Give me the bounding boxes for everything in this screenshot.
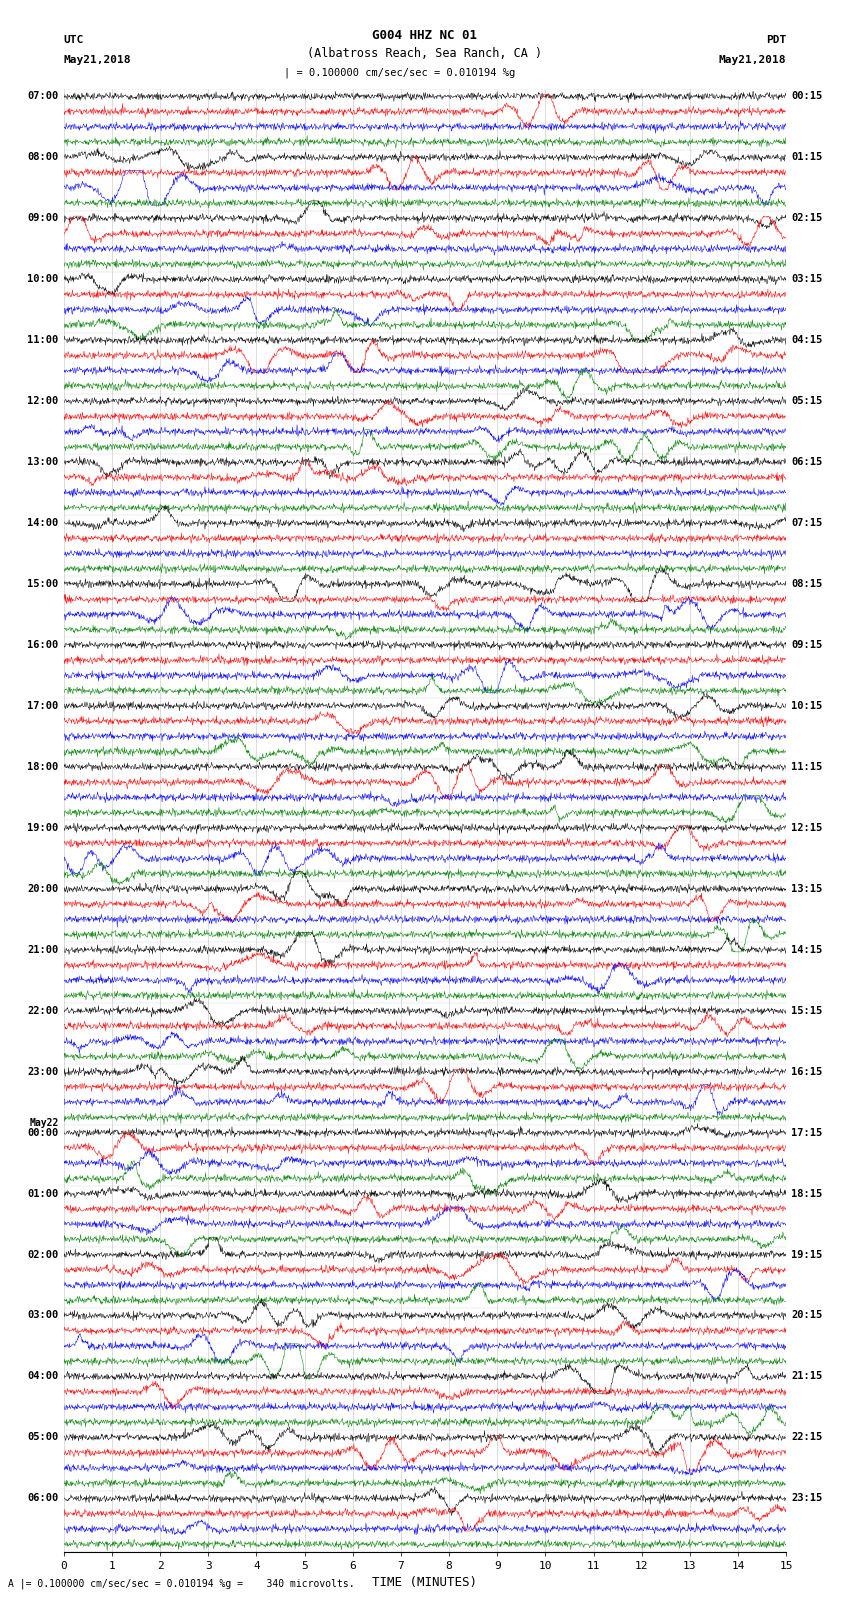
Text: 10:15: 10:15: [791, 702, 823, 711]
Text: 02:00: 02:00: [27, 1250, 59, 1260]
X-axis label: TIME (MINUTES): TIME (MINUTES): [372, 1576, 478, 1589]
Text: 22:15: 22:15: [791, 1432, 823, 1442]
Text: 17:00: 17:00: [27, 702, 59, 711]
Text: 19:00: 19:00: [27, 823, 59, 832]
Text: 16:00: 16:00: [27, 640, 59, 650]
Text: 12:00: 12:00: [27, 397, 59, 406]
Text: UTC: UTC: [64, 35, 84, 45]
Text: 02:15: 02:15: [791, 213, 823, 223]
Text: 21:00: 21:00: [27, 945, 59, 955]
Text: 08:15: 08:15: [791, 579, 823, 589]
Text: 04:15: 04:15: [791, 336, 823, 345]
Text: 14:00: 14:00: [27, 518, 59, 527]
Text: 04:00: 04:00: [27, 1371, 59, 1381]
Text: | = 0.100000 cm/sec/sec = 0.010194 %g: | = 0.100000 cm/sec/sec = 0.010194 %g: [284, 68, 515, 77]
Text: 13:15: 13:15: [791, 884, 823, 894]
Text: 20:15: 20:15: [791, 1310, 823, 1321]
Text: 20:00: 20:00: [27, 884, 59, 894]
Text: 09:00: 09:00: [27, 213, 59, 223]
Text: 10:00: 10:00: [27, 274, 59, 284]
Text: 15:00: 15:00: [27, 579, 59, 589]
Text: 18:00: 18:00: [27, 761, 59, 773]
Text: 06:15: 06:15: [791, 456, 823, 468]
Text: 01:00: 01:00: [27, 1189, 59, 1198]
Text: May21,2018: May21,2018: [64, 55, 131, 65]
Text: 19:15: 19:15: [791, 1250, 823, 1260]
Text: 07:00: 07:00: [27, 92, 59, 102]
Text: 17:15: 17:15: [791, 1127, 823, 1137]
Text: 22:00: 22:00: [27, 1005, 59, 1016]
Text: (Albatross Reach, Sea Ranch, CA ): (Albatross Reach, Sea Ranch, CA ): [308, 47, 542, 60]
Text: A |= 0.100000 cm/sec/sec = 0.010194 %g =    340 microvolts.: A |= 0.100000 cm/sec/sec = 0.010194 %g =…: [8, 1579, 355, 1589]
Text: May22: May22: [29, 1118, 59, 1127]
Text: 12:15: 12:15: [791, 823, 823, 832]
Text: 03:15: 03:15: [791, 274, 823, 284]
Text: May21,2018: May21,2018: [719, 55, 786, 65]
Text: 00:15: 00:15: [791, 92, 823, 102]
Text: 01:15: 01:15: [791, 152, 823, 163]
Text: 18:15: 18:15: [791, 1189, 823, 1198]
Text: 05:00: 05:00: [27, 1432, 59, 1442]
Text: 05:15: 05:15: [791, 397, 823, 406]
Text: G004 HHZ NC 01: G004 HHZ NC 01: [372, 29, 478, 42]
Text: 16:15: 16:15: [791, 1066, 823, 1076]
Text: 08:00: 08:00: [27, 152, 59, 163]
Text: PDT: PDT: [766, 35, 786, 45]
Text: 15:15: 15:15: [791, 1005, 823, 1016]
Text: 03:00: 03:00: [27, 1310, 59, 1321]
Text: 11:15: 11:15: [791, 761, 823, 773]
Text: 11:00: 11:00: [27, 336, 59, 345]
Text: 14:15: 14:15: [791, 945, 823, 955]
Text: 09:15: 09:15: [791, 640, 823, 650]
Text: 21:15: 21:15: [791, 1371, 823, 1381]
Text: 13:00: 13:00: [27, 456, 59, 468]
Text: 23:15: 23:15: [791, 1494, 823, 1503]
Text: 07:15: 07:15: [791, 518, 823, 527]
Text: 23:00: 23:00: [27, 1066, 59, 1076]
Text: 06:00: 06:00: [27, 1494, 59, 1503]
Text: 00:00: 00:00: [27, 1127, 59, 1137]
